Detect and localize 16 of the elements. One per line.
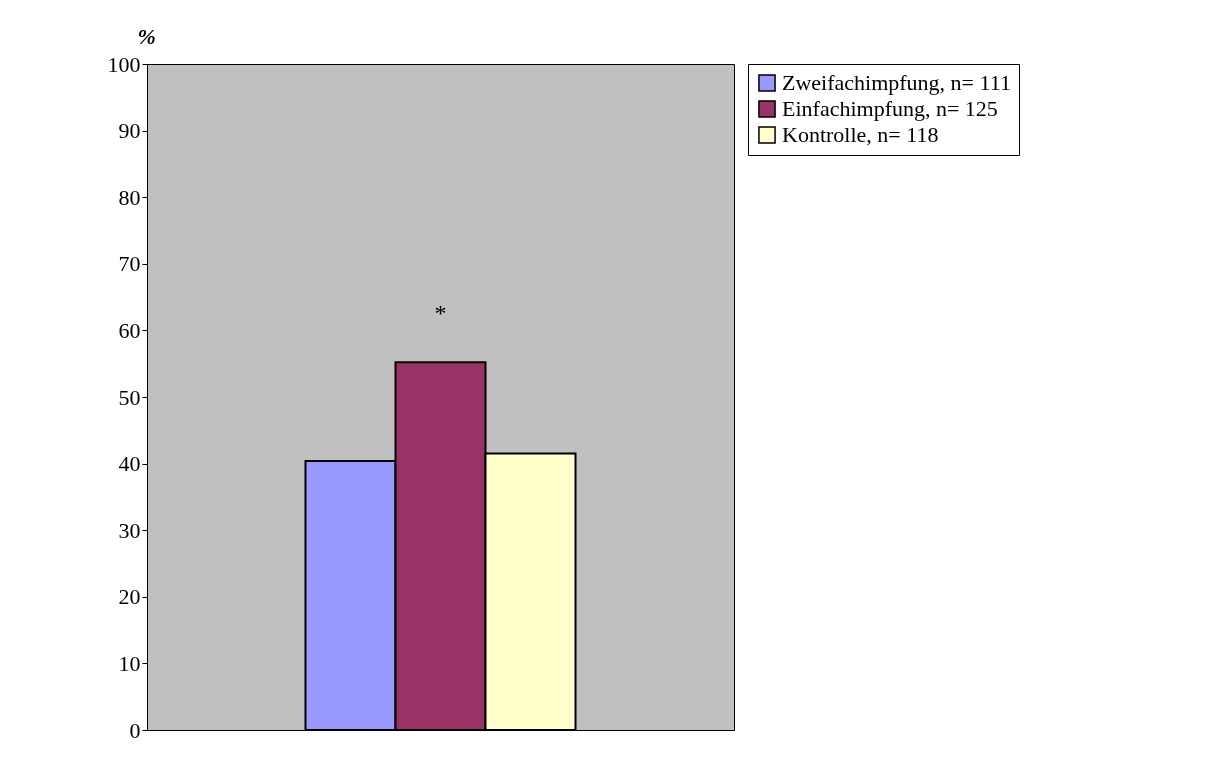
y-axis-title: %: [137, 23, 156, 49]
y-tick-label: 50: [118, 384, 141, 410]
legend-label: Kontrolle, n= 118: [782, 122, 939, 147]
y-tick-label: 90: [118, 118, 141, 144]
legend-label: Zweifachimpfung, n= 111: [782, 70, 1011, 95]
y-tick-label: 30: [118, 517, 141, 543]
y-tick-label: 10: [118, 650, 141, 676]
y-tick-label: 60: [118, 317, 141, 343]
y-tick-label: 100: [107, 51, 141, 77]
y-tick-label: 40: [118, 451, 141, 477]
y-tick-label: 80: [118, 184, 141, 210]
legend-label: Einfachimpfung, n= 125: [782, 96, 998, 121]
y-tick-label: 70: [118, 251, 141, 277]
y-tick-label: 20: [118, 584, 141, 610]
y-tick-label: 0: [129, 717, 141, 743]
annotation: *: [434, 300, 447, 327]
